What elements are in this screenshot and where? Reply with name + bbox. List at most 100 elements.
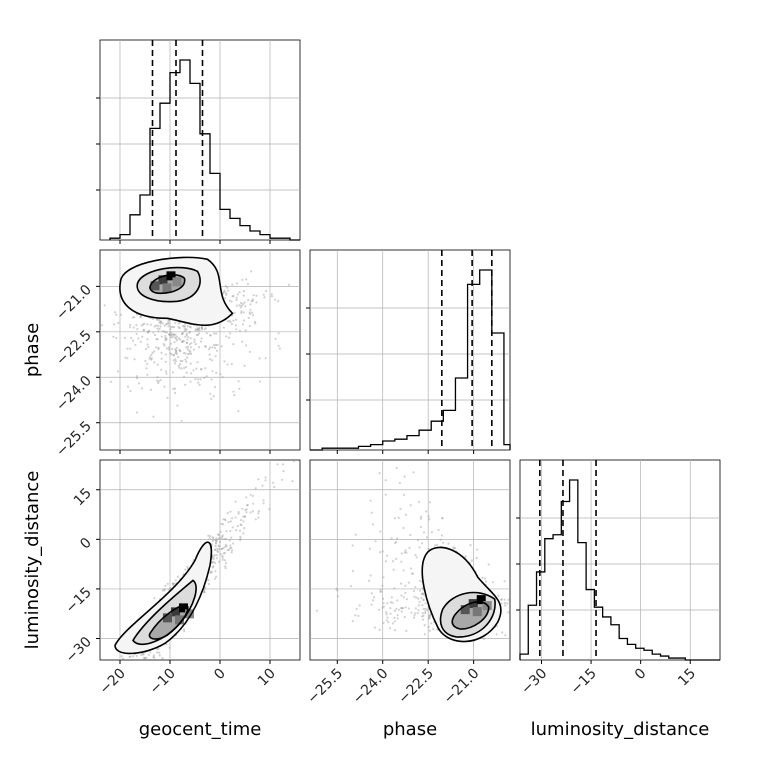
scatter-point: [158, 651, 161, 654]
scatter-point: [507, 611, 510, 614]
scatter-point: [274, 298, 277, 301]
scatter-point: [397, 516, 400, 520]
scatter-point: [134, 343, 137, 346]
scatter-point: [409, 533, 412, 537]
scatter-point: [139, 315, 142, 318]
scatter-point: [231, 549, 234, 552]
scatter-point: [400, 610, 403, 613]
scatter-point: [240, 518, 243, 522]
scatter-point: [200, 368, 203, 371]
scatter-point: [354, 614, 357, 617]
scatter-point: [184, 335, 187, 338]
scatter-point: [251, 311, 254, 314]
scatter-point: [221, 537, 224, 540]
scatter-point: [205, 332, 208, 335]
scatter-point: [483, 577, 487, 580]
scatter-point: [218, 548, 221, 551]
scatter-point: [128, 655, 131, 658]
scatter-point: [238, 387, 241, 390]
scatter-point: [156, 376, 159, 379]
scatter-point: [382, 605, 385, 608]
scatter-point: [223, 360, 226, 363]
scatter-point: [224, 545, 227, 548]
scatter-point: [144, 656, 147, 659]
scatter-point: [121, 657, 124, 660]
scatter-point: [385, 619, 388, 622]
scatter-point: [230, 300, 233, 303]
scatter-point: [213, 344, 216, 347]
scatter-point: [159, 320, 163, 324]
scatter-point: [160, 357, 163, 360]
scatter-point: [147, 329, 150, 332]
y-tick-label: 0: [77, 535, 95, 553]
scatter-point: [174, 321, 177, 324]
scatter-point: [188, 352, 191, 355]
scatter-point: [233, 394, 236, 397]
scatter-point: [435, 543, 439, 547]
scatter-point: [183, 327, 186, 330]
scatter-point: [147, 346, 150, 349]
scatter-point: [396, 537, 399, 540]
scatter-point: [402, 596, 405, 599]
scatter-point: [232, 294, 235, 297]
scatter-point: [163, 344, 166, 347]
scatter-point: [175, 352, 178, 356]
scatter-point: [116, 370, 120, 373]
scatter-point: [396, 617, 399, 620]
scatter-point: [211, 561, 214, 564]
scatter-point: [185, 328, 188, 331]
scatter-point: [114, 311, 117, 314]
scatter-point: [381, 597, 385, 601]
scatter-point: [167, 588, 170, 591]
scatter-point: [214, 343, 217, 347]
scatter-point: [229, 332, 232, 335]
scatter-point: [232, 343, 235, 346]
density-contour: [132, 579, 197, 646]
scatter-point: [244, 509, 247, 512]
scatter-point: [198, 383, 201, 386]
scatter-point: [126, 385, 130, 388]
scatter-point: [212, 537, 215, 540]
scatter-point: [262, 502, 265, 505]
scatter-point: [238, 304, 241, 307]
scatter-point: [169, 336, 173, 339]
scatter-point: [185, 346, 188, 349]
scatter-point: [210, 397, 213, 400]
scatter-point: [232, 542, 235, 545]
scatter-point: [239, 538, 242, 542]
scatter-point: [245, 511, 248, 514]
scatter-point: [475, 556, 478, 560]
scatter-point: [240, 311, 243, 315]
scatter-point: [251, 510, 254, 513]
scatter-point: [237, 512, 240, 515]
scatter-point: [227, 548, 231, 551]
scatter-point: [128, 326, 131, 329]
scatter-point: [428, 615, 431, 618]
scatter-point: [188, 331, 191, 334]
scatter-point: [251, 299, 254, 302]
scatter-point: [192, 369, 195, 372]
scatter-point: [222, 326, 225, 329]
scatter-point: [157, 647, 160, 650]
scatter-point: [192, 348, 195, 351]
scatter-point: [220, 547, 223, 551]
scatter-point: [198, 332, 201, 335]
scatter-point: [149, 323, 153, 326]
scatter-point: [226, 548, 229, 552]
scatter-point: [155, 338, 158, 341]
scatter-point: [247, 316, 250, 319]
x-tick-label: 0: [211, 666, 229, 684]
scatter-point: [395, 541, 398, 544]
scatter-point: [146, 338, 149, 341]
scatter-point: [135, 654, 138, 658]
scatter-point: [454, 547, 457, 550]
scatter-point: [236, 525, 239, 528]
scatter-point: [207, 348, 210, 351]
scatter-point: [133, 316, 136, 319]
scatter-point: [181, 359, 184, 363]
scatter-point: [183, 330, 186, 333]
density-cell: [476, 595, 486, 605]
scatter-point: [241, 340, 244, 343]
scatter-point: [156, 379, 159, 382]
